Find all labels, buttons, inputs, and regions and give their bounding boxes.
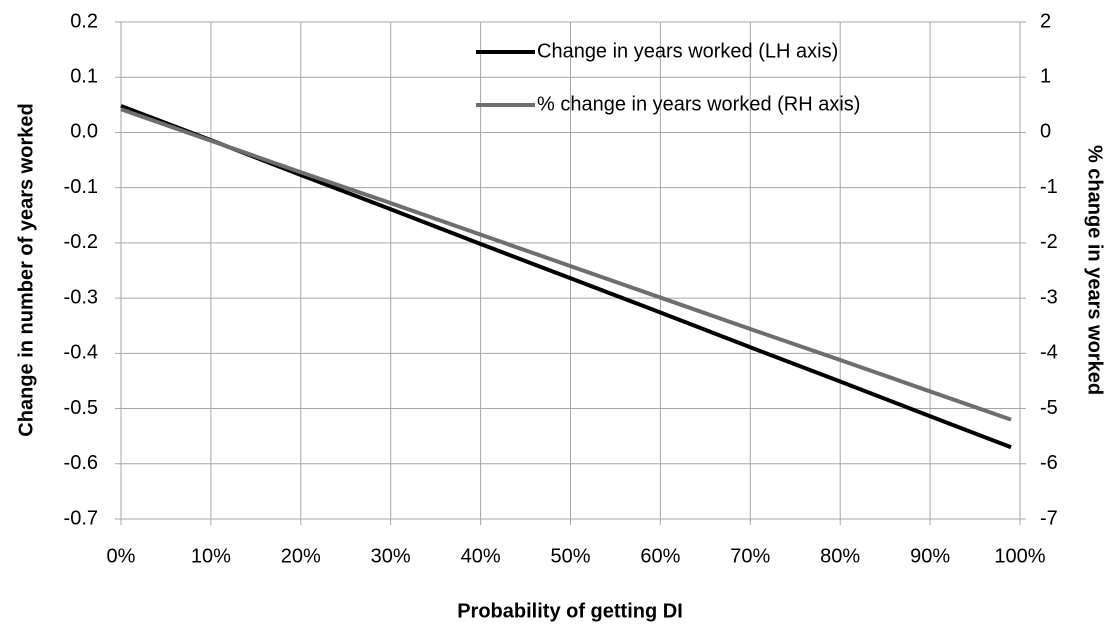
y-tick-label: -0.6 — [64, 452, 98, 474]
y2-tick-label: 0 — [1040, 121, 1051, 143]
x-tick-label: 100% — [994, 545, 1045, 567]
y2-tick-label: 2 — [1040, 10, 1051, 32]
series-line — [120, 107, 1012, 422]
y-tick-label: -0.3 — [64, 286, 98, 308]
y-tick-label: 0.2 — [70, 10, 98, 32]
y2-tick-label: -2 — [1040, 231, 1058, 253]
y-tick-label: 0.1 — [70, 66, 98, 88]
x-tick-label: 20% — [281, 545, 321, 567]
x-tick-label: 30% — [371, 545, 411, 567]
y2-tick-label: -7 — [1040, 507, 1058, 529]
y2-tick-label: -3 — [1040, 286, 1058, 308]
y2-axis-title: % change in years worked — [1084, 145, 1106, 395]
y2-tick-label: -6 — [1040, 452, 1058, 474]
y-tick-label: -0.1 — [64, 176, 98, 198]
x-axis-title: Probability of getting DI — [457, 600, 683, 622]
x-tick-label: 40% — [461, 545, 501, 567]
x-tick-label: 50% — [550, 545, 590, 567]
x-tick-label: 80% — [820, 545, 860, 567]
y-tick-label: -0.5 — [64, 397, 98, 419]
y-tick-label: 0.0 — [70, 121, 98, 143]
legend-label: Change in years worked (LH axis) — [537, 40, 838, 62]
y-tick-label: -0.7 — [64, 507, 98, 529]
y2-tick-label: -4 — [1040, 342, 1058, 364]
y-axis-title: Change in number of years worked — [15, 103, 37, 436]
x-tick-label: 10% — [191, 545, 231, 567]
x-tick-label: 70% — [730, 545, 770, 567]
y2-tick-label: -5 — [1040, 397, 1058, 419]
y2-tick-label: -1 — [1040, 176, 1058, 198]
y-tick-label: -0.2 — [64, 231, 98, 253]
x-tick-label: 0% — [107, 545, 136, 567]
legend-label: % change in years worked (RH axis) — [537, 93, 860, 115]
y2-tick-label: 1 — [1040, 66, 1051, 88]
x-tick-label: 90% — [910, 545, 950, 567]
y-tick-label: -0.4 — [64, 342, 98, 364]
x-tick-label: 60% — [640, 545, 680, 567]
